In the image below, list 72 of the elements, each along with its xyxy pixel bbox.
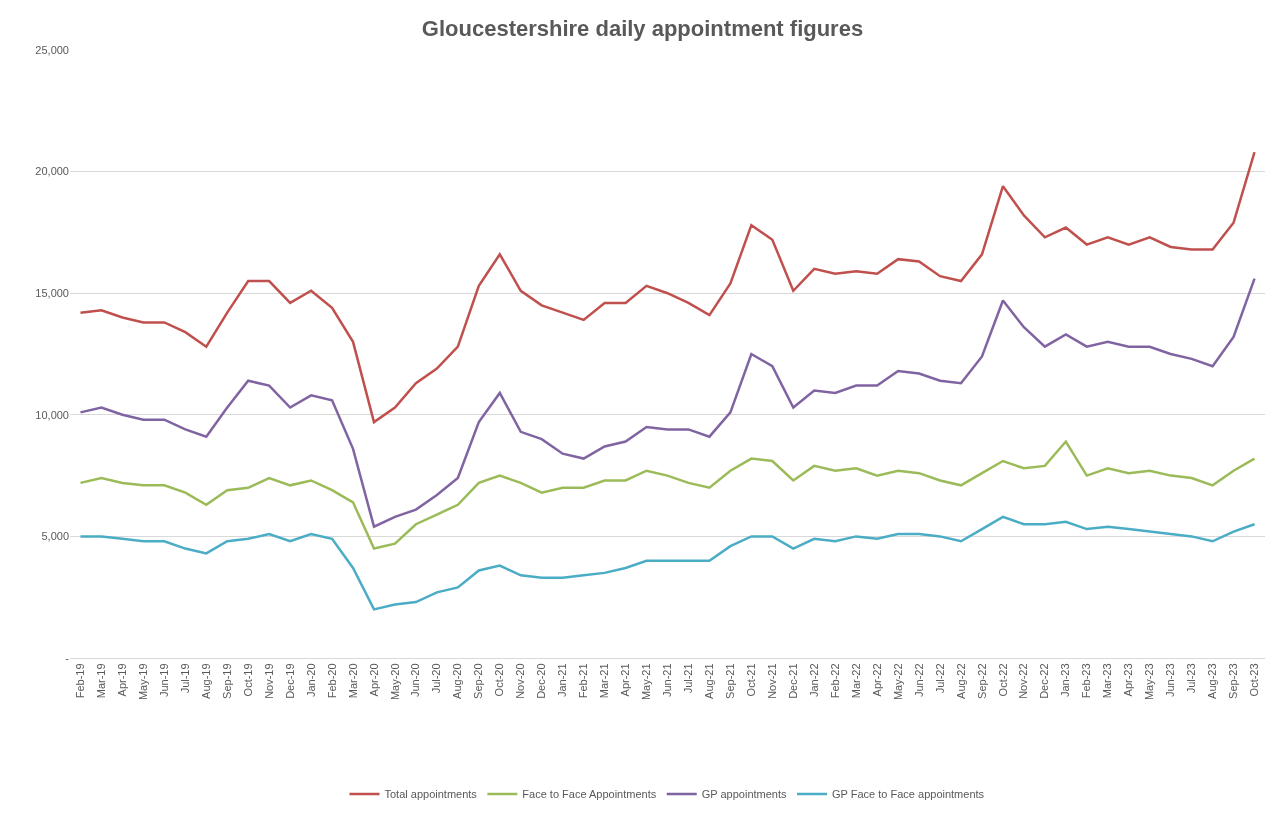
x-tick-label: Jul-23	[1185, 663, 1198, 694]
x-tick-label: Nov-21	[765, 663, 778, 699]
x-tick-label: Oct-21	[744, 663, 757, 697]
x-tick-label: Mar-21	[598, 663, 611, 699]
x-tick-label: Nov-22	[1017, 663, 1030, 699]
legend-label: Face to Face Appointments	[522, 788, 657, 801]
x-tick-label: Jun-20	[409, 663, 422, 698]
x-tick-label: Dec-19	[283, 663, 296, 699]
x-tick-label: Jan-22	[807, 663, 820, 698]
x-tick-label: Feb-21	[577, 663, 590, 699]
x-tick-label: Sep-19	[220, 663, 233, 699]
x-tick-label: Aug-21	[703, 663, 716, 699]
x-tick-label: May-22	[891, 663, 904, 701]
x-tick-label: Mar-20	[346, 663, 359, 699]
x-tick-label: May-19	[136, 663, 149, 701]
x-tick-label: Jul-19	[178, 663, 191, 694]
x-tick-label: Oct-20	[493, 663, 506, 697]
x-tick-label: Oct-23	[1248, 663, 1261, 697]
x-tick-label: May-23	[1143, 663, 1156, 701]
x-tick-label: Jan-21	[556, 663, 569, 698]
line-series	[79, 150, 1256, 424]
x-tick-label: Jun-21	[661, 663, 674, 698]
x-tick-label: Aug-19	[199, 663, 212, 699]
x-tick-label: May-21	[640, 663, 653, 701]
x-tick-label: Apr-21	[619, 663, 632, 697]
y-tick-label: -	[65, 651, 70, 664]
line-series	[79, 440, 1256, 550]
x-tick-label: Dec-20	[535, 663, 548, 699]
x-tick-label: Oct-22	[996, 663, 1009, 697]
x-tick-label: Aug-23	[1206, 663, 1219, 699]
line-series	[79, 277, 1256, 528]
x-tick-label: Sep-20	[472, 663, 485, 699]
x-tick-label: Jul-22	[933, 663, 946, 694]
y-tick-label: 5,000	[41, 530, 69, 543]
x-tick-label: Jun-23	[1164, 663, 1177, 698]
x-tick-label: Feb-19	[74, 663, 87, 699]
y-tick-label: 20,000	[35, 165, 69, 178]
x-tick-label: Jun-19	[157, 663, 170, 698]
x-tick-label: Mar-23	[1101, 663, 1114, 699]
x-tick-label: Mar-19	[95, 663, 108, 699]
y-tick-label: 25,000	[35, 43, 69, 56]
legend-label: Total appointments	[384, 788, 478, 801]
x-tick-label: Apr-22	[870, 663, 883, 697]
x-tick-label: May-20	[388, 663, 401, 701]
x-tick-label: Sep-23	[1227, 663, 1240, 699]
line-series	[79, 515, 1256, 611]
x-tick-label: Nov-19	[262, 663, 275, 699]
x-tick-label: Apr-19	[115, 663, 128, 697]
x-tick-label: Jan-20	[304, 663, 317, 698]
x-tick-label: Mar-22	[849, 663, 862, 699]
x-tick-label: Sep-22	[975, 663, 988, 699]
legend-label: GP appointments	[701, 788, 788, 801]
x-tick-label: Jul-20	[430, 663, 443, 694]
x-tick-label: Feb-23	[1080, 663, 1093, 699]
x-tick-label: Aug-20	[451, 663, 464, 699]
y-tick-label: 10,000	[35, 408, 69, 421]
x-tick-label: Feb-22	[828, 663, 841, 699]
chart-title: Gloucestershire daily appointment figures	[421, 15, 864, 41]
y-tick-label: 15,000	[35, 287, 69, 300]
x-tick-label: Apr-20	[367, 663, 380, 697]
x-tick-label: Jan-23	[1059, 663, 1072, 698]
x-tick-label: Jun-22	[912, 663, 925, 698]
legend-label: GP Face to Face appointments	[832, 788, 985, 801]
x-tick-label: Jul-21	[682, 663, 695, 694]
x-tick-label: Sep-21	[723, 663, 736, 699]
x-tick-label: Aug-22	[954, 663, 967, 699]
x-tick-label: Dec-21	[786, 663, 799, 699]
x-tick-label: Nov-20	[514, 663, 527, 699]
x-tick-label: Feb-20	[325, 663, 338, 699]
x-tick-label: Apr-23	[1122, 663, 1135, 697]
x-tick-label: Oct-19	[241, 663, 254, 697]
x-tick-label: Dec-22	[1038, 663, 1051, 699]
